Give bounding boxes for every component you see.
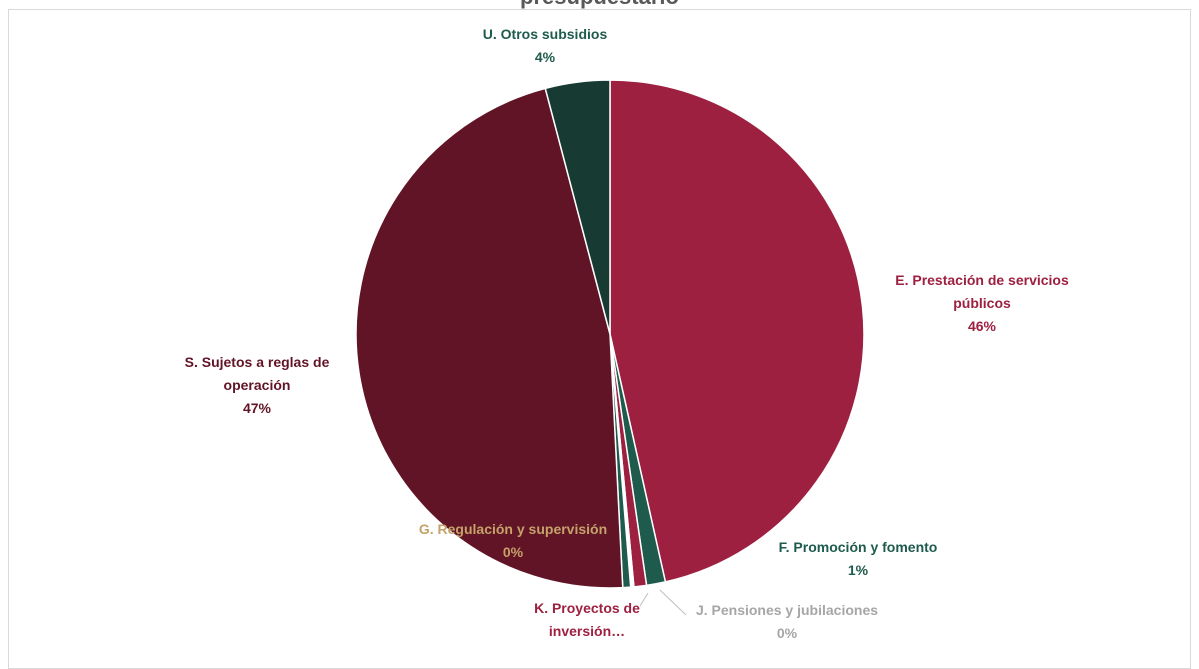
pie-slice-7 (544, 79, 611, 335)
leader-line-3 (659, 589, 687, 616)
data-label-4: K. Proyectos de inversión… (534, 600, 640, 639)
data-label-5: G. Regulación y supervisión 0% (419, 521, 607, 560)
data-label-3: J. Pensiones y jubilaciones 0% (696, 602, 878, 641)
data-labels: E. Prestación de servicios públicos 46% F. … (185, 26, 1069, 641)
data-label-6: S. Sujetos a reglas de operación 47% (185, 354, 330, 416)
pie-chart: E. Prestación de servicios públicos 46% F. … (185, 26, 1069, 641)
pie-slice-6 (355, 87, 624, 589)
data-label-1: E. Prestación de servicios públicos 46% (895, 272, 1069, 334)
data-label-2: F. Promoción y fomento 1% (779, 539, 938, 578)
leader-line-4 (639, 592, 649, 607)
pie-slices (355, 79, 865, 589)
chart-title: presupuestario (0, 0, 1199, 10)
pie-slice-1 (609, 79, 865, 583)
data-label-7: U. Otros subsidios 4% (483, 26, 608, 65)
